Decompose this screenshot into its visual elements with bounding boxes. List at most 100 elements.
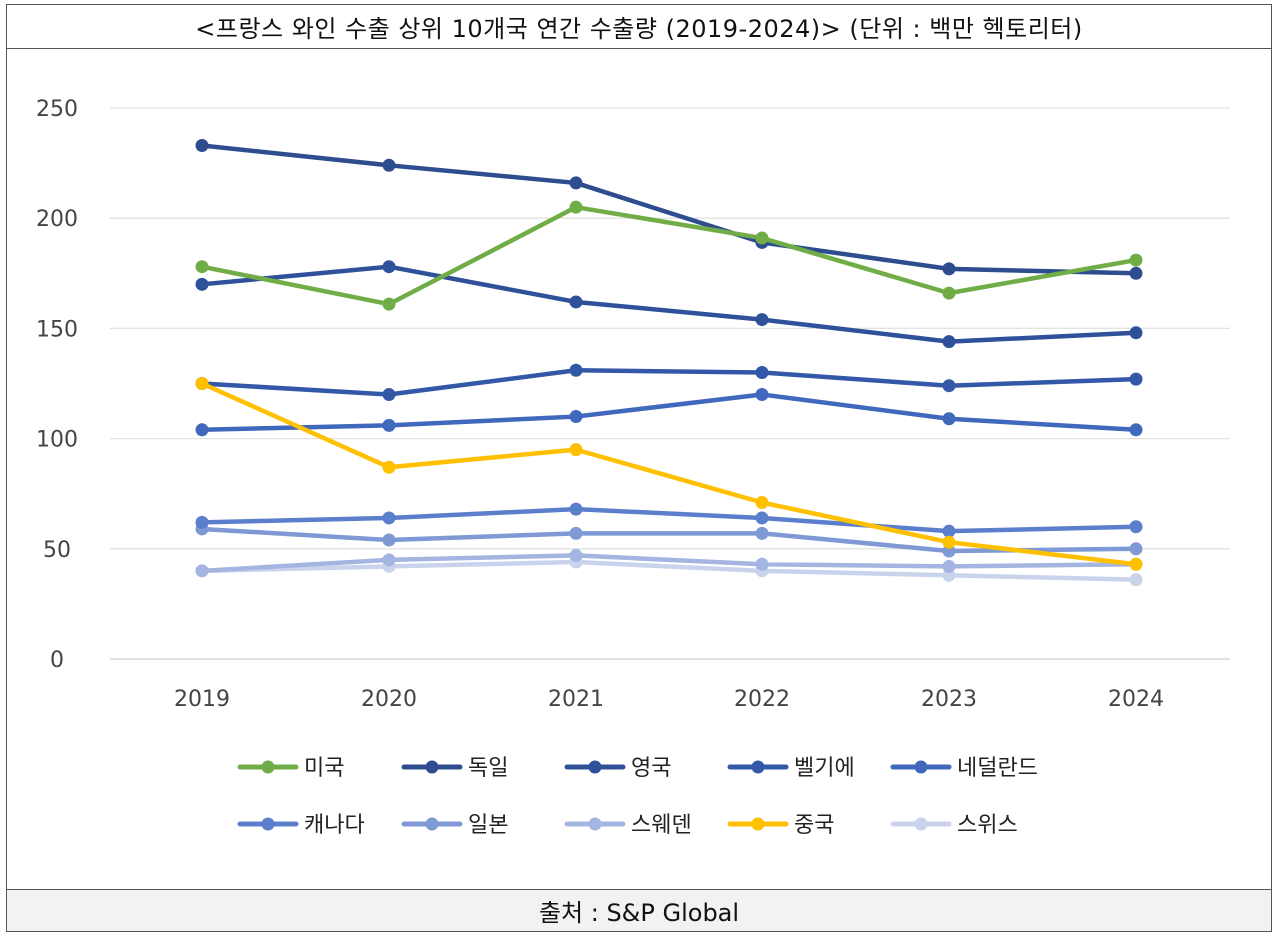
legend-label: 일본 [468,813,508,838]
data-point [1129,372,1143,386]
data-point [382,260,396,274]
legend-swatch-marker [425,760,439,774]
x-tick-label: 2024 [1108,687,1164,712]
data-point [382,297,396,311]
x-tick-label: 2020 [361,687,417,712]
chart-title: <프랑스 와인 수출 상위 10개국 연간 수출량 (2019-2024)> (… [7,5,1271,49]
data-point [569,548,583,562]
data-point [942,262,956,276]
y-tick-label: 250 [36,97,78,122]
data-point [382,553,396,567]
series-1 [195,200,1143,311]
data-point [755,365,769,379]
data-point [942,379,956,393]
series-6 [195,502,1143,538]
legend-swatch-marker [261,760,275,774]
series-line [199,204,1139,307]
data-point [382,511,396,525]
x-tick-label: 2019 [174,687,230,712]
legend-swatch-marker [588,760,602,774]
data-point [942,335,956,349]
data-point [1129,253,1143,267]
legend-item: 영국 [564,756,671,781]
data-point [569,410,583,424]
y-tick-label: 200 [36,207,78,232]
data-point [382,418,396,432]
series-8 [195,548,1143,578]
series-line [199,559,1139,582]
data-point [195,564,209,578]
series-line [199,526,1139,554]
legend-swatch-marker [751,760,765,774]
data-point [569,176,583,190]
legend-label: 독일 [468,756,508,781]
x-tick-label: 2023 [921,687,977,712]
legend-label: 캐나다 [304,813,365,838]
x-tick-label: 2022 [734,687,790,712]
data-point [382,533,396,547]
series-line [199,264,1139,344]
series-3 [195,260,1143,349]
data-point [569,363,583,377]
data-point [382,460,396,474]
legend-item: 네덜란드 [890,756,1038,781]
data-point [1129,542,1143,556]
data-point [195,515,209,529]
data-point [569,526,583,540]
legend-label: 스웨덴 [631,813,692,838]
data-point [195,423,209,437]
legend-swatch-marker [261,817,275,831]
x-tick-label: 2021 [548,687,604,712]
series-line [199,381,1139,567]
chart-frame: <프랑스 와인 수출 상위 10개국 연간 수출량 (2019-2024)> (… [6,4,1272,932]
legend-label: 벨기에 [794,756,855,781]
legend-item: 캐나다 [237,813,365,838]
data-point [942,524,956,538]
data-point [1129,266,1143,280]
data-point [942,286,956,300]
legend-swatch-marker [588,817,602,831]
series-line [199,506,1139,534]
series-line [199,392,1139,433]
data-point [1129,573,1143,587]
data-point [942,559,956,573]
data-point [569,200,583,214]
series-line [199,553,1139,574]
data-point [569,502,583,516]
data-point [1129,423,1143,437]
legend-item: 스웨덴 [564,813,692,838]
data-point [1129,520,1143,534]
data-point [755,231,769,245]
data-point [755,496,769,510]
y-tick-label: 100 [36,428,78,453]
series-9 [195,377,1143,571]
legend-swatch-marker [425,817,439,831]
series-line [199,368,1139,397]
series-2 [195,138,1143,280]
legend-label: 스위스 [957,813,1018,838]
data-point [195,260,209,274]
data-point [569,295,583,309]
legend-label: 영국 [631,756,671,781]
legend-item: 독일 [401,756,508,781]
data-point [195,377,209,390]
legend-item: 벨기에 [727,756,855,781]
legend-swatch-marker [751,817,765,831]
data-point [569,443,583,457]
data-point [755,388,769,402]
data-point [382,388,396,402]
data-point [755,313,769,327]
y-tick-label: 50 [43,538,71,563]
data-point [195,138,209,152]
series-line [199,143,1139,276]
legend-item: 스위스 [890,813,1018,838]
data-point [382,158,396,172]
legend-label: 중국 [794,813,834,838]
data-point [1129,326,1143,340]
source-note: 출처 : S&P Global [7,889,1271,931]
y-tick-label: 150 [36,317,78,342]
data-point [942,412,956,426]
legend-item: 일본 [401,813,508,838]
legend-swatch-marker [914,760,928,774]
